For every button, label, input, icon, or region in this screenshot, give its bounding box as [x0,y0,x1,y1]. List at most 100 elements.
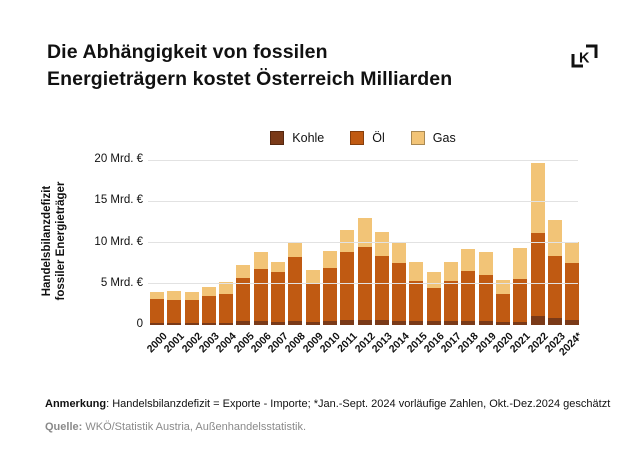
segment-öl-2020 [495,293,510,323]
bar-2008 [288,243,303,325]
y-axis-ticks: 20 Mrd. € 15 Mrd. € 10 Mrd. € 5 Mrd. € 0 [0,153,143,330]
y-tick-10: 10 Mrd. € [94,235,143,248]
source-line: Quelle: WKÖ/Statistik Austria, Außenhand… [45,421,306,433]
segment-gas-2006 [253,252,268,269]
segment-kohle-2024 [565,320,580,325]
segment-kohle-2000 [150,322,164,325]
segment-gas-2009 [305,269,320,283]
segment-öl-2019 [478,274,493,321]
segment-gas-2000 [150,292,164,300]
segment-gas-2021 [513,247,528,279]
bar-2004 [219,282,234,325]
segment-gas-2010 [322,250,337,269]
bar-2007 [271,261,286,325]
bar-2005 [236,264,251,325]
legend-item-gas: Gas [410,131,456,145]
bar-2022 [530,162,545,325]
segment-öl-2005 [236,278,251,322]
segment-kohle-2019 [478,320,493,325]
bar-2018 [461,249,476,325]
segment-kohle-2003 [201,322,216,325]
bar-2009 [305,269,320,325]
segment-kohle-2015 [409,320,424,325]
bar-2001 [167,291,182,325]
page-title: Die Abhängigkeit von fossilen Energieträ… [47,39,452,93]
segment-gas-2014 [392,243,407,264]
segment-kohle-2011 [340,320,355,325]
segment-kohle-2004 [219,322,234,325]
plot-area [148,158,580,325]
legend-item-öl: Öl [350,131,385,145]
y-tick-15: 15 Mrd. € [94,194,143,207]
segment-kohle-2020 [495,322,510,325]
bar-group [150,162,580,325]
segment-kohle-2014 [392,320,407,325]
legend-swatch-gas [410,131,425,145]
segment-öl-2022 [530,233,545,316]
segment-öl-2015 [409,281,424,321]
segment-öl-2010 [322,268,337,321]
bar-2015 [409,262,424,325]
bar-2023 [547,219,562,325]
segment-öl-2024 [565,263,580,320]
segment-öl-2017 [444,280,459,321]
gridline-5 [148,283,578,285]
segment-gas-2003 [201,287,216,297]
segment-gas-2001 [167,291,182,301]
gridline-20 [148,159,578,161]
segment-öl-2007 [271,272,286,322]
svg-text:K: K [579,51,590,67]
gridline-15 [148,200,578,202]
bar-2002 [184,291,199,325]
bar-2010 [322,250,337,325]
legend-label-kohle: Kohle [292,131,325,145]
segment-gas-2017 [444,261,459,281]
segment-gas-2016 [426,272,441,289]
gridline-10 [148,242,578,243]
segment-gas-2015 [409,262,424,282]
segment-öl-2008 [288,257,303,321]
source-label: Quelle: [45,421,83,433]
segment-kohle-2008 [288,320,303,325]
segment-öl-2000 [150,299,164,323]
bar-2024 [565,241,580,325]
legend-item-kohle: Kohle [270,131,324,145]
segment-öl-2001 [167,300,182,323]
segment-kohle-2022 [530,315,545,325]
segment-öl-2004 [219,293,234,323]
segment-kohle-2005 [236,321,251,325]
segment-kohle-2018 [461,320,476,325]
segment-öl-2021 [513,278,528,322]
bar-2017 [444,261,459,325]
segment-gas-2007 [271,261,286,273]
chart-legend: Kohle Öl Gas [148,129,578,147]
segment-gas-2018 [461,249,476,271]
segment-gas-2008 [288,243,303,258]
legend-label-gas: Gas [432,131,456,145]
bar-2014 [392,243,407,325]
bar-2021 [513,247,528,325]
segment-kohle-2016 [426,320,441,325]
bar-2019 [478,251,493,325]
y-tick-0: 0 [136,318,143,330]
segment-öl-2011 [340,251,355,320]
bar-2003 [201,287,216,325]
segment-öl-2003 [201,296,216,323]
title-line-1: Die Abhängigkeit von fossilen [47,41,328,63]
footnote-label: Anmerkung [45,398,107,410]
legend-swatch-kohle [270,131,285,145]
segment-gas-2019 [478,251,493,275]
bar-2006 [253,252,268,325]
segment-gas-2002 [184,291,199,301]
y-tick-5: 5 Mrd. € [100,276,143,289]
segment-öl-2013 [374,255,389,320]
segment-öl-2023 [547,256,562,318]
legend-label-öl: Öl [372,131,385,145]
segment-öl-2009 [305,282,320,323]
segment-kohle-2007 [271,321,286,325]
segment-kohle-2017 [444,320,459,325]
segment-kohle-2009 [305,322,320,325]
bar-2016 [426,272,441,325]
segment-gas-2011 [340,230,355,252]
